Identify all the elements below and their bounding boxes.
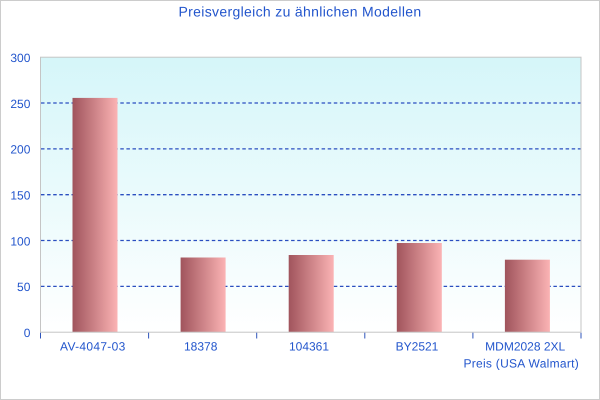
- svg-text:150: 150: [10, 189, 30, 203]
- svg-text:300: 300: [10, 51, 30, 65]
- svg-text:50: 50: [17, 280, 31, 294]
- svg-text:250: 250: [10, 97, 30, 111]
- svg-text:0: 0: [24, 326, 31, 340]
- svg-text:104361: 104361: [289, 340, 329, 354]
- svg-text:18378: 18378: [184, 340, 218, 354]
- svg-text:Preisvergleich zu ähnlichen Mo: Preisvergleich zu ähnlichen Modellen: [178, 4, 421, 20]
- svg-text:100: 100: [10, 234, 30, 248]
- svg-text:AV-4047-03: AV-4047-03: [60, 340, 126, 354]
- svg-text:BY2521: BY2521: [396, 340, 439, 354]
- svg-text:200: 200: [10, 143, 30, 157]
- svg-text:MDM2028 2XL: MDM2028 2XL: [485, 340, 565, 354]
- svg-text:Preis (USA Walmart): Preis (USA Walmart): [463, 357, 579, 371]
